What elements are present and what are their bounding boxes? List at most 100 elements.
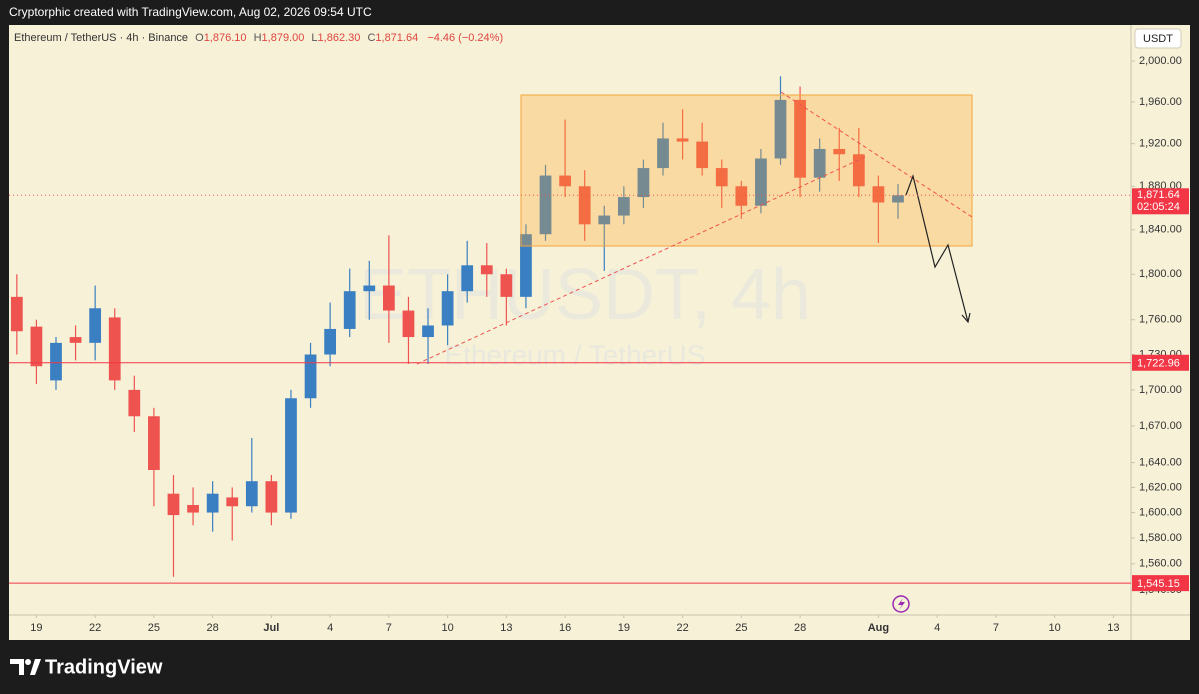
- candle-body: [187, 504, 199, 513]
- candle-body: [892, 195, 904, 203]
- last-price-label: 1,871.64: [1137, 189, 1180, 201]
- candle-body: [245, 481, 258, 507]
- countdown: 02:05:24: [1137, 201, 1180, 213]
- x-tick-label: 10: [1049, 622, 1061, 634]
- logo-shape: [10, 659, 24, 675]
- legend-value: 1,879.00: [262, 32, 305, 44]
- candle-body: [148, 416, 160, 471]
- candle-body: [343, 291, 356, 329]
- legend-key: L: [311, 32, 317, 44]
- logo-shape: [30, 659, 41, 675]
- legend-key: O: [195, 32, 204, 44]
- brand: TradingView: [45, 656, 163, 678]
- candle-body: [735, 186, 748, 206]
- candle-body: [30, 326, 43, 367]
- legend-key: C: [367, 32, 375, 44]
- candle-body: [128, 389, 141, 417]
- y-tick-label: 1,560.00: [1139, 558, 1182, 570]
- candle-body: [578, 186, 591, 225]
- currency-box[interactable]: [1134, 28, 1182, 49]
- y-tick-label: 2,000.00: [1139, 55, 1182, 67]
- event-icon-bolt: [898, 598, 905, 610]
- range-box: [520, 94, 973, 247]
- arrow-head: [961, 312, 971, 324]
- candle-body: [774, 99, 787, 159]
- y-tick-label: 1,840.00: [1139, 224, 1182, 236]
- price-label-bg: [1132, 354, 1189, 371]
- candle-body: [206, 493, 219, 513]
- candle-body: [304, 354, 317, 399]
- x-tick-label: 28: [207, 622, 219, 634]
- candle-body: [872, 186, 885, 203]
- x-tick-label: 16: [559, 622, 571, 634]
- candle-body: [813, 148, 826, 178]
- candle-body: [108, 317, 121, 381]
- candle-body: [363, 285, 376, 292]
- watermark-subtitle: Ethereum / TetherUS: [445, 339, 706, 370]
- y-tick-label: 1,580.00: [1139, 532, 1182, 544]
- attribution: Cryptorphic created with TradingView.com…: [9, 5, 372, 19]
- candle-body: [50, 342, 62, 381]
- x-tick-label: Jul: [263, 622, 279, 634]
- candle-body: [422, 325, 434, 338]
- projection-path: [905, 173, 969, 323]
- candle-body: [402, 310, 415, 338]
- x-tick-label: 7: [386, 622, 392, 634]
- candle-body: [324, 328, 337, 355]
- plot: [10, 76, 904, 577]
- brand-logo: [10, 659, 41, 675]
- x-tick-label: 7: [993, 622, 999, 634]
- candle-body: [89, 308, 102, 343]
- y-tick-label: 1,760.00: [1139, 314, 1182, 326]
- x-tick-label: 4: [327, 622, 333, 634]
- candle-body: [461, 265, 474, 292]
- x-tick-label: 25: [148, 622, 160, 634]
- y-tick-label: 1,640.00: [1139, 457, 1182, 469]
- y-tick-label: 1,670.00: [1139, 420, 1182, 432]
- legend-value: 1,862.30: [318, 32, 361, 44]
- price-label-bg: [1132, 575, 1189, 592]
- legend-change: −4.46 (−0.24%): [427, 32, 503, 44]
- x-tick-label: 13: [500, 622, 512, 634]
- candle-body: [441, 291, 454, 326]
- last-price-label-bg: [1132, 188, 1189, 215]
- candle-body: [480, 265, 493, 275]
- candle-body: [383, 285, 395, 311]
- y-tick-label: 1,800.00: [1139, 268, 1182, 280]
- y-tick-label: 1,620.00: [1139, 481, 1182, 493]
- candle-body: [500, 274, 513, 297]
- candle-body: [755, 158, 767, 206]
- candle-body: [285, 398, 297, 513]
- y-tick-label: 1,600.00: [1139, 506, 1182, 518]
- currency: USDT: [1143, 33, 1173, 45]
- candle-body: [715, 168, 728, 187]
- candle-body: [598, 215, 611, 225]
- x-tick-label: 10: [441, 622, 453, 634]
- candle-body: [657, 138, 669, 169]
- candle-body: [833, 148, 846, 155]
- candle-body: [10, 296, 23, 332]
- legend-key: H: [254, 32, 262, 44]
- logo-shape: [25, 659, 31, 665]
- candle-body: [696, 141, 709, 169]
- legend-value: 1,871.64: [375, 32, 418, 44]
- y-tick-label: 1,700.00: [1139, 384, 1182, 396]
- candle-body: [167, 493, 180, 516]
- x-tick-label: 22: [89, 622, 101, 634]
- price-label: 1,722.96: [1137, 358, 1180, 370]
- event-icon[interactable]: [892, 595, 910, 613]
- y-tick-label: 1,920.00: [1139, 138, 1182, 150]
- candle-body: [520, 234, 532, 297]
- x-tick-label: 22: [676, 622, 688, 634]
- candle-body: [539, 175, 552, 235]
- candle-body: [852, 154, 865, 187]
- legend-value: 1,876.10: [204, 32, 247, 44]
- x-tick-label: 13: [1107, 622, 1119, 634]
- candle-body: [265, 481, 278, 513]
- x-tick-label: Aug: [868, 622, 889, 634]
- candle-body: [637, 168, 650, 198]
- candle-body: [794, 99, 806, 178]
- watermark: ETHUSDT, 4h: [359, 255, 811, 335]
